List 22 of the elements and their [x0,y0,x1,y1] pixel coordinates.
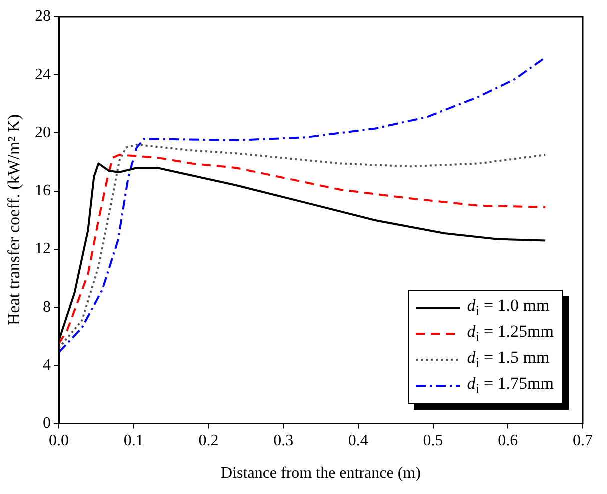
y-tick-label: 8 [43,298,51,316]
x-tick-label: 0.5 [423,432,444,450]
x-tick-label: 0.7 [573,432,593,450]
legend-label: d$_{i}$ = 1.75mm [467,374,554,398]
legend-label: d$_{i}$ = 1.0 mm [467,296,550,320]
x-tick-label: 0.6 [498,432,518,450]
y-tick-label: 16 [35,182,51,200]
y-tick-label: 4 [43,356,51,374]
legend-label: d$_{i}$ = 1.5 mm [467,348,550,372]
y-tick-label: 20 [35,124,51,142]
x-tick-label: 0.1 [124,432,144,450]
y-tick-label: 24 [35,66,51,84]
legend-label: d$_{i}$ = 1.25mm [467,322,554,346]
y-tick-label: 0 [43,415,51,432]
x-tick-label: 0.0 [49,432,69,450]
x-tick-label: 0.3 [274,432,294,450]
x-axis-title: Distance from the entrance (m) [220,465,422,483]
y-axis-title: Heat transfer coeff. (kW/m² K) [5,114,25,326]
y-tick-label: 12 [35,240,51,258]
y-tick-label: 28 [35,8,51,26]
x-tick-label: 0.2 [198,432,219,450]
x-tick-label: 0.4 [348,432,368,450]
